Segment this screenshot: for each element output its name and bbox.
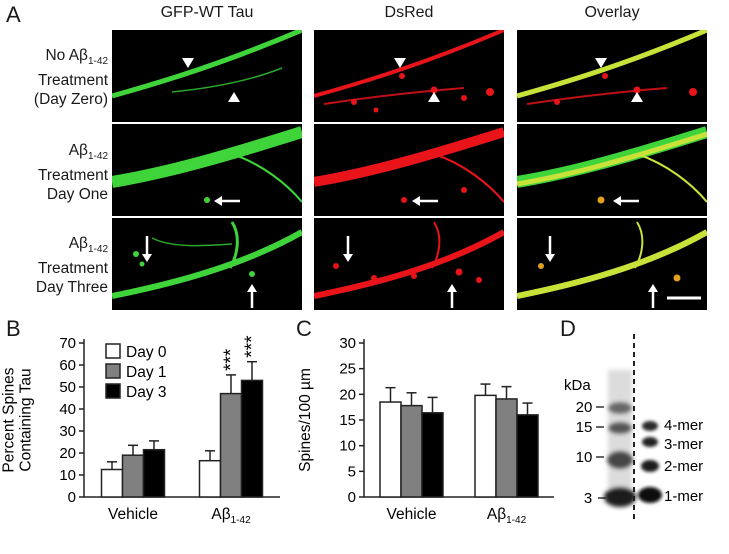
micrograph-day3-gfp (112, 218, 302, 310)
chart-c-category-sub: 1-42 (506, 515, 526, 526)
chart-b-ylabel: Percent Spines (1, 367, 18, 472)
panel-a-label: A (6, 2, 21, 27)
column-title-dsred: DsRed (384, 4, 434, 21)
chart-c-ytick-label: 10 (339, 438, 356, 455)
band-4-mer: 4-mer (664, 417, 703, 434)
chart-b-ytick-label: 20 (59, 445, 76, 462)
row-label-day-three-sub: 1-42 (87, 244, 108, 256)
row-label-day-three-line3: Day Three (35, 279, 108, 297)
arrowhead-down-icon (595, 58, 607, 68)
band-3-mer: 3-mer (664, 436, 703, 453)
row-label-day-zero-line1: No Aβ (45, 47, 88, 64)
chart-c-ytick-label: 20 (339, 386, 356, 403)
row-label-day-one-line3: Day One (46, 186, 108, 204)
chart-b-ylabel: Containing Tau (18, 368, 35, 471)
band-1-mer: 1-mer (664, 488, 703, 505)
panel-b-label: B (6, 316, 21, 341)
micrograph-day0-dsred (314, 30, 504, 122)
chart-b-ytick-label: 40 (59, 401, 76, 418)
western-blot: kDa 20 15 10 3 4-mer 3-mer 2-mer 1-mer (564, 334, 703, 520)
chart-b-category-label: Vehicle (108, 506, 158, 523)
chart-b-ytick-label: 30 (59, 423, 76, 440)
chart-b-category-sub: 1-42 (231, 515, 251, 526)
row-label-day-three-line2: Treatment (37, 260, 108, 278)
chart-b-bar-1-2 (240, 379, 264, 498)
chart-b-legend-swatch (105, 383, 121, 399)
micrograph-day3-overlay (517, 218, 707, 310)
row-label-day-one-line1: Aβ (68, 142, 88, 159)
chart-c-ylabel: Spines/100 µm (297, 368, 314, 472)
micrograph-day1-gfp (112, 124, 302, 216)
marker-15: 15 (576, 419, 593, 436)
row-label-day-one-line2: Treatment (37, 167, 108, 185)
micrograph-day3-dsred (314, 218, 504, 310)
row-label-day-three-line1: Aβ (68, 235, 88, 252)
sample-lane (638, 421, 662, 503)
chart-percent-spines-tau: 0 10 20 30 40 50 60 70 Percent Spines Containing … (1, 335, 280, 526)
row-label-day-three: Aβ1-42 Treatment Day Three (0, 234, 108, 297)
chart-b-category-label: Aβ1-42 (211, 506, 251, 526)
chart-c-bar-0-2 (421, 412, 444, 498)
marker-10: 10 (576, 449, 593, 466)
chart-c-ytick-label: 5 (348, 463, 356, 480)
row-label-day-zero: No Aβ1-42 Treatment (Day Zero) (0, 46, 108, 109)
band-2-mer: 2-mer (664, 458, 703, 475)
chart-c-bar-0-0 (379, 401, 402, 498)
chart-b-bar-0-2 (142, 448, 166, 498)
chart-c-bar-0-1 (400, 404, 423, 498)
chart-b-bar-1-0 (198, 459, 222, 498)
row-label-day-one-sub: 1-42 (87, 151, 108, 163)
marker-20: 20 (576, 399, 593, 416)
chart-b-significance: *** (242, 335, 263, 358)
chart-spine-density: 0 5 10 15 20 25 30 Spines/100 µm Vehicle Aβ1-42 (297, 335, 554, 526)
chart-b-bar-1-1 (219, 392, 243, 498)
ladder-lane (604, 370, 636, 507)
row-label-day-one: Aβ1-42 Treatment Day One (0, 141, 108, 204)
column-title-gfp: GFP-WT Tau (160, 4, 254, 21)
arrowhead-down-icon (182, 58, 194, 68)
chart-c-bar-1-1 (495, 398, 518, 498)
micrograph-day1-overlay (517, 124, 707, 216)
arrowhead-up-icon (228, 92, 240, 102)
chart-b-bar-0-0 (100, 468, 124, 498)
chart-b-legend-swatch (105, 363, 121, 379)
chart-c-ytick-label: 30 (339, 335, 356, 352)
chart-b-bar-0-1 (121, 454, 145, 498)
chart-b-legend-label: Day 0 (126, 344, 167, 361)
panel-c-label: C (296, 316, 312, 341)
chart-b-ytick-label: 60 (59, 357, 76, 374)
chart-b-ytick-label: 10 (59, 467, 76, 484)
chart-b-legend-swatch (105, 343, 121, 359)
micrograph-day0-overlay (517, 30, 707, 122)
chart-b-significance: *** (221, 348, 242, 371)
chart-b-ytick-label: 70 (59, 335, 76, 352)
chart-b-ytick-label: 50 (59, 379, 76, 396)
row-label-day-zero-sub: 1-42 (87, 56, 108, 68)
chart-c-ytick-label: 25 (339, 361, 356, 378)
panel-d-label: D (560, 316, 576, 341)
chart-c-ytick-label: 15 (339, 412, 356, 429)
chart-b-legend-label: Day 1 (126, 364, 167, 381)
chart-c-category-label: Vehicle (387, 506, 437, 523)
row-label-day-zero-line2: Treatment (37, 72, 108, 90)
micrograph-day1-dsred (314, 124, 504, 216)
arrowhead-up-icon (631, 92, 643, 102)
column-title-overlay: Overlay (584, 4, 640, 21)
arrowhead-up-icon (428, 92, 440, 102)
chart-c-bar-1-0 (474, 394, 497, 498)
kda-unit-label: kDa (564, 377, 591, 394)
marker-3: 3 (584, 490, 592, 507)
chart-c-bar-1-2 (516, 414, 539, 498)
chart-b-legend-label: Day 3 (126, 384, 167, 401)
row-label-day-zero-line3: (Day Zero) (33, 91, 108, 109)
chart-c-ytick-label: 0 (348, 489, 356, 506)
micrograph-day0-gfp (112, 30, 302, 122)
chart-b-ytick-label: 0 (68, 489, 76, 506)
chart-c-category-label: Aβ1-42 (487, 506, 527, 526)
arrowhead-down-icon (394, 58, 406, 68)
